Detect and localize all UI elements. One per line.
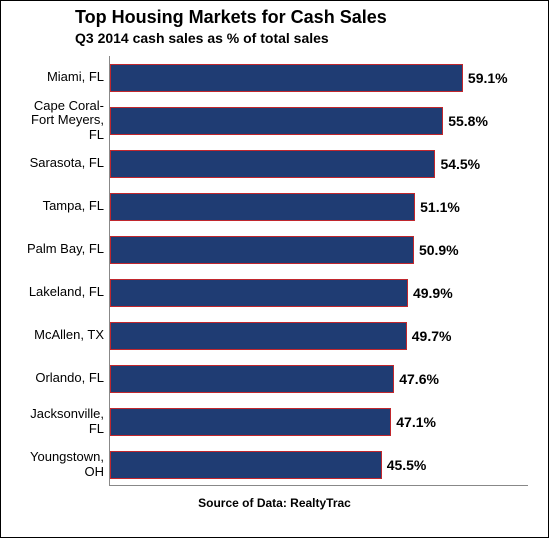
value-label: 51.1% <box>414 199 460 215</box>
bar-row: Orlando, FL47.6% <box>110 357 528 400</box>
bar-row: Sarasota, FL54.5% <box>110 142 528 185</box>
category-label: Palm Bay, FL <box>16 242 110 256</box>
source-text: Source of Data: RealtyTrac <box>15 496 534 510</box>
bar-row: Palm Bay, FL50.9% <box>110 228 528 271</box>
value-label: 59.1% <box>462 70 508 86</box>
category-label: Cape Coral-Fort Meyers, FL <box>16 99 110 142</box>
chart-title: Top Housing Markets for Cash Sales <box>75 7 534 28</box>
value-label: 55.8% <box>442 113 488 129</box>
bar: 55.8% <box>110 107 443 135</box>
category-label: Orlando, FL <box>16 371 110 385</box>
category-label: McAllen, TX <box>16 328 110 342</box>
category-label: Sarasota, FL <box>16 156 110 170</box>
bar: 49.9% <box>110 279 408 307</box>
category-label: Lakeland, FL <box>16 285 110 299</box>
category-label: Tampa, FL <box>16 199 110 213</box>
chart-subtitle: Q3 2014 cash sales as % of total sales <box>75 30 534 46</box>
value-label: 45.5% <box>381 457 427 473</box>
bar-row: Tampa, FL51.1% <box>110 185 528 228</box>
bar-row: McAllen, TX49.7% <box>110 314 528 357</box>
plot-area: Miami, FL59.1%Cape Coral-Fort Meyers, FL… <box>109 56 528 486</box>
bar: 51.1% <box>110 193 415 221</box>
bar: 49.7% <box>110 322 407 350</box>
value-label: 49.9% <box>407 285 453 301</box>
chart-container: Top Housing Markets for Cash Sales Q3 20… <box>0 0 549 538</box>
bar-row: Cape Coral-Fort Meyers, FL55.8% <box>110 99 528 142</box>
category-label: Jacksonville, FL <box>16 407 110 436</box>
bar-row: Jacksonville, FL47.1% <box>110 400 528 443</box>
bar-row: Miami, FL59.1% <box>110 56 528 99</box>
bar-row: Youngstown, OH45.5% <box>110 443 528 486</box>
value-label: 50.9% <box>413 242 459 258</box>
bar: 50.9% <box>110 236 414 264</box>
category-label: Youngstown, OH <box>16 450 110 479</box>
bar: 45.5% <box>110 451 382 479</box>
bar-row: Lakeland, FL49.9% <box>110 271 528 314</box>
category-label: Miami, FL <box>16 70 110 84</box>
bar: 47.1% <box>110 408 391 436</box>
bar: 59.1% <box>110 64 463 92</box>
value-label: 47.1% <box>390 414 436 430</box>
value-label: 54.5% <box>434 156 480 172</box>
bar: 47.6% <box>110 365 394 393</box>
value-label: 49.7% <box>406 328 452 344</box>
value-label: 47.6% <box>393 371 439 387</box>
bar: 54.5% <box>110 150 435 178</box>
